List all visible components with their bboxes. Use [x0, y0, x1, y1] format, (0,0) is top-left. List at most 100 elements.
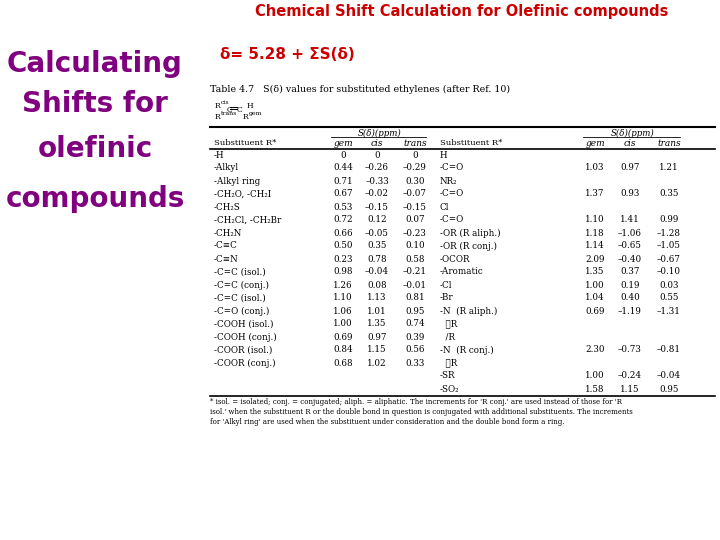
Text: gem: gem — [333, 139, 353, 148]
Text: 1.15: 1.15 — [367, 346, 387, 354]
Text: -OR (R conj.): -OR (R conj.) — [440, 241, 497, 251]
Text: 0.35: 0.35 — [660, 190, 679, 199]
Text: 0.10: 0.10 — [405, 241, 425, 251]
Text: –0.65: –0.65 — [618, 241, 642, 251]
Text: 0.50: 0.50 — [333, 241, 353, 251]
Text: 0.99: 0.99 — [660, 215, 679, 225]
Text: 1.10: 1.10 — [585, 215, 605, 225]
Text: NR₂: NR₂ — [440, 177, 457, 186]
Text: -C=O (conj.): -C=O (conj.) — [214, 307, 269, 315]
Text: gem: gem — [585, 139, 605, 148]
Text: 0.12: 0.12 — [367, 215, 387, 225]
Text: 2.30: 2.30 — [585, 346, 605, 354]
Text: 0: 0 — [340, 151, 346, 159]
Text: ⊳R: ⊳R — [440, 320, 457, 328]
Text: -C=C (conj.): -C=C (conj.) — [214, 280, 269, 289]
Text: 0.56: 0.56 — [405, 346, 425, 354]
Text: 1.13: 1.13 — [367, 294, 387, 302]
Text: -C≡C: -C≡C — [214, 241, 238, 251]
Text: -C≡N: -C≡N — [214, 254, 239, 264]
Text: 1.06: 1.06 — [333, 307, 353, 315]
Text: –0.15: –0.15 — [403, 202, 427, 212]
Text: trans: trans — [221, 111, 238, 116]
Text: –0.10: –0.10 — [657, 267, 681, 276]
Text: –0.73: –0.73 — [618, 346, 642, 354]
Text: Substituent R*: Substituent R* — [214, 139, 276, 147]
Text: -C=O: -C=O — [440, 215, 464, 225]
Text: Shifts for: Shifts for — [22, 90, 168, 118]
Text: 0.78: 0.78 — [367, 254, 387, 264]
Text: Table 4.7   S(δ) values for substituted ethylenes (after Ref. 10): Table 4.7 S(δ) values for substituted et… — [210, 85, 510, 94]
Text: –1.31: –1.31 — [657, 307, 681, 315]
Text: -C=O: -C=O — [440, 164, 464, 172]
Text: –0.40: –0.40 — [618, 254, 642, 264]
Text: –0.07: –0.07 — [403, 190, 427, 199]
Text: 1.26: 1.26 — [333, 280, 353, 289]
Text: 0.68: 0.68 — [333, 359, 353, 368]
Text: 0: 0 — [374, 151, 380, 159]
Text: –0.04: –0.04 — [657, 372, 681, 381]
Text: -OCOR: -OCOR — [440, 254, 470, 264]
Text: * isol. = isolated; conj. = conjugated; aliph. = aliphatic. The increments for ': * isol. = isolated; conj. = conjugated; … — [210, 397, 633, 426]
Text: 1.35: 1.35 — [585, 267, 605, 276]
Text: –0.05: –0.05 — [365, 228, 389, 238]
Text: 1.04: 1.04 — [585, 294, 605, 302]
Text: 0.97: 0.97 — [620, 164, 640, 172]
Text: 0.81: 0.81 — [405, 294, 425, 302]
Text: 0.98: 0.98 — [333, 267, 353, 276]
Text: 1.35: 1.35 — [367, 320, 387, 328]
Text: cis: cis — [221, 100, 230, 105]
Text: –0.02: –0.02 — [365, 190, 389, 199]
Text: 1.00: 1.00 — [333, 320, 353, 328]
Text: 0.95: 0.95 — [405, 307, 425, 315]
Text: 0: 0 — [412, 151, 418, 159]
Text: 0.03: 0.03 — [660, 280, 679, 289]
Text: -CH₂O, -CH₂I: -CH₂O, -CH₂I — [214, 190, 271, 199]
Text: R: R — [215, 102, 221, 110]
Text: 1.58: 1.58 — [585, 384, 605, 394]
Text: C: C — [227, 106, 233, 114]
Text: -COOR (isol.): -COOR (isol.) — [214, 346, 272, 354]
Text: C: C — [237, 106, 243, 114]
Text: -Alkyl: -Alkyl — [214, 164, 239, 172]
Text: -C=C (isol.): -C=C (isol.) — [214, 267, 266, 276]
Text: Chemical Shift Calculation for Olefinic compounds: Chemical Shift Calculation for Olefinic … — [256, 4, 669, 19]
Text: 1.37: 1.37 — [585, 190, 605, 199]
Text: -H: -H — [214, 151, 225, 159]
Text: -C=O: -C=O — [440, 190, 464, 199]
Text: Cl: Cl — [440, 202, 449, 212]
Text: 0.67: 0.67 — [333, 190, 353, 199]
Text: 0.19: 0.19 — [620, 280, 640, 289]
Text: 0.69: 0.69 — [333, 333, 353, 341]
Text: 1.15: 1.15 — [620, 384, 640, 394]
Text: 1.01: 1.01 — [367, 307, 387, 315]
Text: –0.15: –0.15 — [365, 202, 389, 212]
Text: –0.21: –0.21 — [403, 267, 427, 276]
Text: 0.07: 0.07 — [405, 215, 425, 225]
Text: -SO₂: -SO₂ — [440, 384, 459, 394]
Text: Substituent R*: Substituent R* — [440, 139, 503, 147]
Text: –1.19: –1.19 — [618, 307, 642, 315]
Text: –0.24: –0.24 — [618, 372, 642, 381]
Text: 0.69: 0.69 — [585, 307, 605, 315]
Text: S(δ)(ppm): S(δ)(ppm) — [611, 129, 654, 138]
Text: cis: cis — [371, 139, 383, 148]
Text: δ= 5.28 + ΣS(δ): δ= 5.28 + ΣS(δ) — [220, 47, 355, 62]
Text: 1.00: 1.00 — [585, 372, 605, 381]
Text: 1.00: 1.00 — [585, 280, 605, 289]
Text: -CH₂N: -CH₂N — [214, 228, 243, 238]
Text: –1.06: –1.06 — [618, 228, 642, 238]
Text: –0.23: –0.23 — [403, 228, 427, 238]
Text: -Alkyl ring: -Alkyl ring — [214, 177, 260, 186]
Text: -CH₂Cl, -CH₂Br: -CH₂Cl, -CH₂Br — [214, 215, 282, 225]
Text: -COOH (conj.): -COOH (conj.) — [214, 333, 276, 342]
Text: -Aromatic: -Aromatic — [440, 267, 484, 276]
Text: 1.14: 1.14 — [585, 241, 605, 251]
Text: H: H — [440, 151, 448, 159]
Text: -N  (R conj.): -N (R conj.) — [440, 346, 494, 355]
Text: 0.53: 0.53 — [333, 202, 353, 212]
Text: -N  (R aliph.): -N (R aliph.) — [440, 307, 498, 315]
Text: –0.33: –0.33 — [365, 177, 389, 186]
Text: 2.09: 2.09 — [585, 254, 605, 264]
Text: 0.74: 0.74 — [405, 320, 425, 328]
